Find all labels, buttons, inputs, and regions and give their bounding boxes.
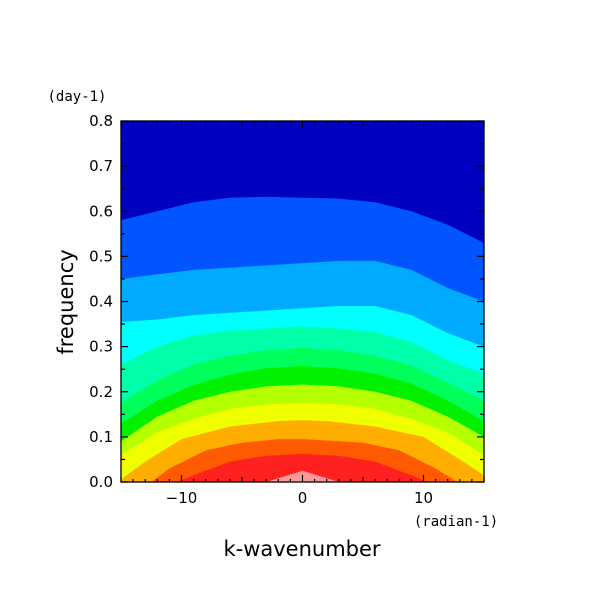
x-unit-label: (radian-1) [414,514,498,530]
y-tick-label: 0.4 [89,293,113,311]
x-tick-label: −10 [166,489,198,507]
y-unit-label: (day-1) [47,89,106,105]
x-tick-label: 0 [298,489,308,507]
y-tick-label: 0.3 [89,338,113,356]
axis-layer: 0.0 0.1 0.2 0.3 0.4 0.5 0.6 0.7 0.8 −10 0 10 [89,112,485,507]
label-layer: k-wavenumber frequency (day-1) (radian-1… [47,89,498,561]
y-tick-label: 0.1 [89,428,113,446]
contour-band-1 [121,454,484,482]
y-tick-label: 0.7 [89,157,113,175]
y-tick-label: 0.5 [89,247,113,265]
contour-fill-layer [121,121,484,482]
y-axis-title: frequency [54,249,78,354]
y-tick-label: 0.8 [89,112,113,130]
y-tick-label: 0.2 [89,383,113,401]
x-axis-title: k-wavenumber [223,537,380,561]
y-tick-label: 0.6 [89,202,113,220]
y-tick-label: 0.0 [89,473,113,491]
x-tick-label: 10 [414,489,433,507]
